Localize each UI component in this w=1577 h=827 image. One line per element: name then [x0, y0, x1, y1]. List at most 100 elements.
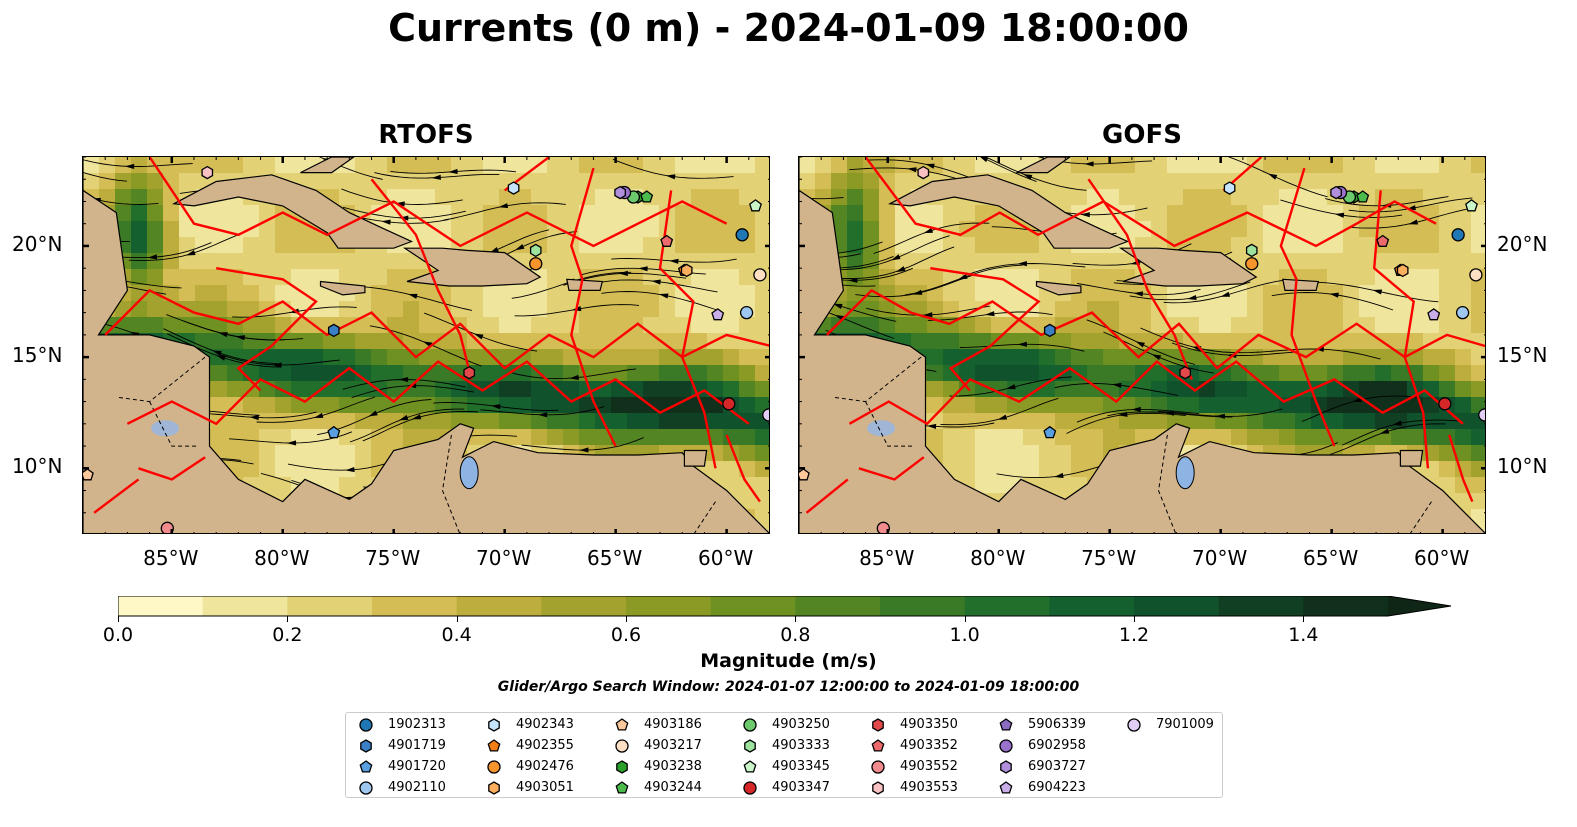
float-tracks: [93, 157, 769, 514]
colorbar-tick: [795, 616, 797, 622]
float-marker: [1043, 323, 1056, 338]
float-marker: [1451, 228, 1465, 242]
colorbar-segment: [1218, 596, 1304, 616]
colorbar-segment: [456, 596, 542, 616]
colorbar-segment: [372, 596, 458, 616]
legend-marker: [359, 718, 373, 732]
streamlines: [799, 157, 1473, 514]
colorbar-tick: [118, 616, 119, 622]
legend-label: 4903238: [644, 759, 702, 774]
float-markers: [83, 165, 769, 533]
colorbar-segment: [880, 596, 966, 616]
x-tick-label: 60°W: [1413, 546, 1470, 570]
x-tick-label: 70°W: [476, 546, 532, 570]
colorbar-tick: [456, 616, 458, 622]
float-marker: [529, 257, 543, 271]
legend-marker: [872, 781, 884, 795]
colorbar-tick-label: 0.2: [272, 624, 303, 646]
legend-marker: [488, 781, 500, 795]
legend-marker: [1000, 760, 1012, 774]
colorbar-tick-label: 0.8: [780, 624, 811, 646]
float-marker: [722, 397, 736, 411]
colorbar-tick: [964, 616, 966, 622]
x-tick-label: 70°W: [1192, 546, 1248, 570]
colorbar-tick: [1303, 616, 1305, 622]
land: [799, 157, 1485, 533]
legend-marker: [999, 739, 1013, 753]
legend-label: 4901719: [388, 738, 446, 753]
gofs-map: [798, 156, 1486, 534]
legend-label: 4903217: [644, 738, 702, 753]
legend-marker: [871, 739, 885, 752]
float-marker: [1179, 365, 1192, 380]
float-legend: 1902313 4901719 4901720 4902110 4902343 49023…: [345, 712, 1223, 798]
float-marker: [1396, 263, 1409, 278]
legend-marker: [359, 781, 373, 795]
float-marker: [507, 181, 520, 195]
rtofs-map: [82, 156, 770, 534]
legend-label: 6904223: [1028, 780, 1086, 795]
x-tick-label: 75°W: [1081, 546, 1137, 570]
float-marker: [640, 190, 654, 203]
legend-label: 4903186: [644, 717, 702, 732]
float-marker: [749, 199, 762, 212]
colorbar-tick: [1134, 616, 1135, 622]
colorbar-segment: [964, 596, 1050, 616]
legend-marker: [360, 739, 372, 753]
float-marker: [753, 268, 767, 282]
legend-marker: [359, 760, 373, 773]
legend-label: 6903727: [1028, 759, 1086, 774]
legend-label: 5906339: [1028, 717, 1086, 732]
legend-marker: [616, 760, 628, 774]
y-tick-label-left: 20°N: [12, 231, 63, 256]
float-marker: [762, 408, 769, 422]
panel-title-gofs: GOFS: [1102, 120, 1182, 150]
float-marker: [1245, 243, 1258, 258]
legend-label: 4903350: [900, 717, 958, 732]
y-tick-label-left: 15°N: [12, 343, 63, 368]
legend-marker: [999, 781, 1013, 794]
country-borders: [832, 356, 1432, 533]
float-marker: [739, 305, 754, 320]
float-marker: [1427, 308, 1441, 321]
float-marker: [711, 308, 725, 321]
x-tick-label: 85°W: [143, 546, 199, 570]
legend-label: 4903244: [644, 780, 702, 795]
legend-label: 4902110: [388, 780, 446, 795]
colorbar-segment: [287, 596, 373, 616]
figure-title: Currents (0 m) - 2024-01-09 18:00:00: [388, 6, 1189, 50]
legend-marker: [615, 739, 629, 753]
y-tick-label-right: 20°N: [1497, 231, 1548, 256]
colorbar-extend-arrow: [1388, 596, 1451, 616]
panel-title-rtofs: RTOFS: [378, 120, 474, 150]
legend-label: 4903250: [772, 717, 830, 732]
lake-nicaragua: [867, 420, 896, 437]
colorbar-label: Magnitude (m/s): [700, 650, 877, 672]
colorbar-segment: [795, 596, 881, 616]
colorbar-segment: [626, 596, 712, 616]
float-marker: [1245, 257, 1259, 271]
x-tick-label: 80°W: [254, 546, 310, 570]
y-tick-label-left: 10°N: [12, 454, 63, 479]
legend-label: 4901720: [388, 759, 446, 774]
legend-label: 4902476: [516, 759, 574, 774]
colorbar: [117, 595, 1453, 622]
float-marker: [83, 468, 94, 481]
float-marker: [529, 243, 542, 258]
float-marker: [327, 323, 340, 338]
legend-label: 4903347: [772, 780, 830, 795]
legend-marker: [615, 781, 629, 794]
legend-label: 4903345: [772, 759, 830, 774]
colorbar-segment: [202, 596, 288, 616]
float-marker: [1330, 185, 1342, 200]
colorbar-tick-label: 1.0: [949, 624, 980, 646]
legend-marker: [743, 718, 757, 732]
legend-marker: [744, 739, 756, 753]
search-window-text: Glider/Argo Search Window: 2024-01-07 12…: [497, 679, 1080, 695]
float-marker: [1465, 199, 1478, 212]
legend-label: 4902343: [516, 717, 574, 732]
legend-marker: [488, 718, 500, 732]
colorbar-segment: [1303, 596, 1389, 616]
float-marker: [327, 425, 341, 439]
colorbar-tick-label: 1.2: [1118, 624, 1150, 646]
